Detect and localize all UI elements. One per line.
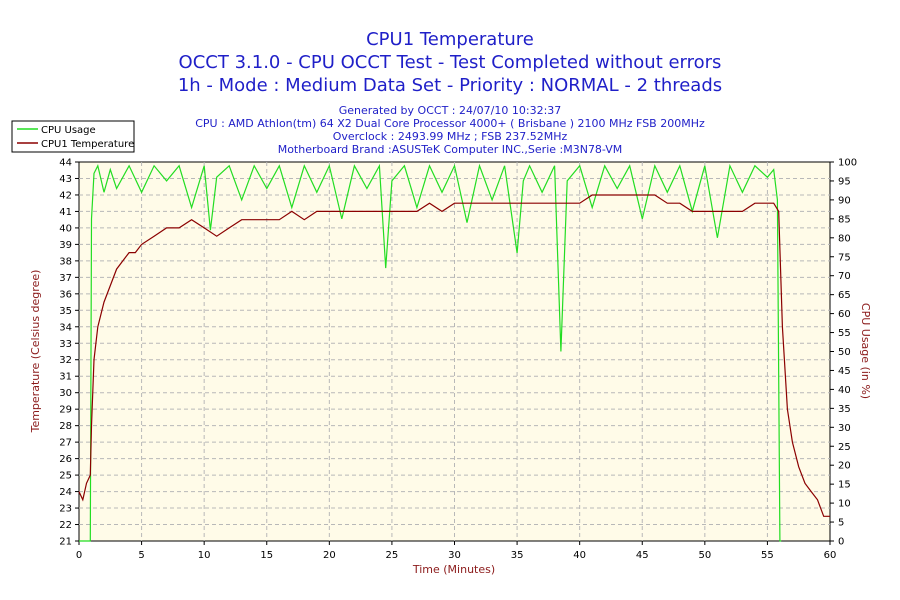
y-right-tick-label: 75 — [838, 252, 851, 263]
y-right-tick-label: 40 — [838, 385, 851, 396]
cpu-temperature-series-line — [78, 194, 830, 517]
y-right-tick-label: 0 — [838, 537, 844, 548]
y-right-tick-label: 65 — [838, 290, 851, 301]
y-right-tick-label: 20 — [838, 461, 851, 472]
y-left-tick-label: 32 — [59, 355, 72, 366]
x-tick-label: 45 — [636, 550, 649, 561]
x-tick-label: 55 — [761, 550, 774, 561]
y-left-tick-label: 26 — [59, 454, 72, 465]
cpu-usage-series-line — [79, 163, 782, 542]
grid — [79, 162, 830, 541]
y-right-tick-label: 60 — [838, 309, 851, 320]
y-right-tick-label: 45 — [838, 366, 851, 377]
y-left-axis-label: Temperature (Celsius degree) — [29, 270, 42, 434]
y-right-tick-label: 10 — [838, 499, 851, 510]
x-tick-label: 0 — [76, 550, 82, 561]
x-tick-label: 50 — [698, 550, 711, 561]
y-right-tick-label: 80 — [838, 233, 851, 244]
y-left-tick-label: 41 — [59, 207, 72, 218]
y-left-tick-label: 27 — [59, 438, 72, 449]
x-tick-label: 25 — [386, 550, 399, 561]
y-left-tick-label: 38 — [59, 256, 72, 267]
info-line-1: Generated by OCCT : 24/07/10 10:32:37 — [339, 104, 562, 117]
y-left-tick-label: 33 — [59, 339, 72, 350]
y-right-ticks: 0 5 10 15 20 25 30 35 40 45 50 55 60 65 70 75 80 85 90 95 10… — [830, 158, 857, 548]
info-line-3: Overclock : 2493.99 MHz ; FSB 237.52MHz — [333, 130, 568, 143]
y-left-tick-label: 43 — [59, 174, 72, 185]
y-left-tick-label: 22 — [59, 520, 72, 531]
y-left-tick-label: 28 — [59, 421, 72, 432]
series-layer — [78, 163, 830, 542]
y-left-tick-label: 36 — [59, 289, 72, 300]
y-left-tick-label: 24 — [59, 487, 72, 498]
y-left-tick-label: 23 — [59, 504, 72, 515]
y-left-tick-label: 35 — [59, 306, 72, 317]
y-left-tick-label: 44 — [59, 158, 72, 169]
x-tick-label: 40 — [573, 550, 586, 561]
y-left-tick-label: 42 — [59, 190, 72, 201]
y-left-tick-label: 21 — [59, 537, 72, 548]
y-left-ticks: 21 22 23 24 25 26 27 28 29 30 31 32 33 34 35 36 37 38 39 40… — [59, 158, 79, 548]
x-tick-label: 5 — [138, 550, 144, 561]
chart-subtitle-1: OCCT 3.1.0 - CPU OCCT Test - Test Comple… — [179, 52, 722, 73]
info-line-2: CPU : AMD Athlon(tm) 64 X2 Dual Core Pro… — [195, 117, 705, 130]
legend: CPU Usage CPU1 Temperature — [11, 120, 135, 153]
legend-box — [11, 120, 135, 153]
y-right-tick-label: 25 — [838, 442, 851, 453]
x-tick-label: 20 — [323, 550, 336, 561]
y-right-tick-label: 50 — [838, 347, 851, 358]
y-left-tick-label: 34 — [59, 322, 72, 333]
legend-temp-label: CPU1 Temperature — [41, 139, 134, 150]
legend-usage-label: CPU Usage — [41, 125, 96, 136]
y-left-tick-label: 29 — [59, 405, 72, 416]
x-tick-label: 10 — [198, 550, 211, 561]
x-tick-label: 15 — [260, 550, 273, 561]
y-left-tick-label: 31 — [59, 372, 72, 383]
info-line-4: Motherboard Brand :ASUSTeK Computer INC.… — [278, 143, 623, 156]
y-right-tick-label: 85 — [838, 214, 851, 225]
y-left-tick-label: 25 — [59, 471, 72, 482]
y-left-tick-label: 40 — [59, 223, 72, 234]
y-left-tick-label: 37 — [59, 273, 72, 284]
y-left-tick-label: 39 — [59, 240, 72, 251]
y-right-tick-label: 35 — [838, 404, 851, 415]
y-right-tick-label: 30 — [838, 423, 851, 434]
y-right-tick-label: 55 — [838, 328, 851, 339]
y-right-tick-label: 90 — [838, 195, 851, 206]
y-right-tick-label: 70 — [838, 271, 851, 282]
y-right-axis-label: CPU Usage (in %) — [859, 303, 872, 399]
y-right-tick-label: 15 — [838, 480, 851, 491]
y-right-tick-label: 100 — [838, 158, 857, 169]
chart-subtitle-2: 1h - Mode : Medium Data Set - Priority :… — [178, 75, 722, 96]
x-axis-ticks: 0 5 10 15 20 25 30 35 40 45 50 55 60 — [76, 541, 837, 561]
x-tick-label: 60 — [824, 550, 837, 561]
x-tick-label: 35 — [511, 550, 524, 561]
x-tick-label: 30 — [448, 550, 461, 561]
y-left-tick-label: 30 — [59, 388, 72, 399]
y-right-tick-label: 95 — [838, 176, 851, 187]
x-axis-label: Time (Minutes) — [412, 563, 495, 576]
chart-title: CPU1 Temperature — [366, 29, 534, 50]
y-right-tick-label: 5 — [838, 518, 844, 529]
